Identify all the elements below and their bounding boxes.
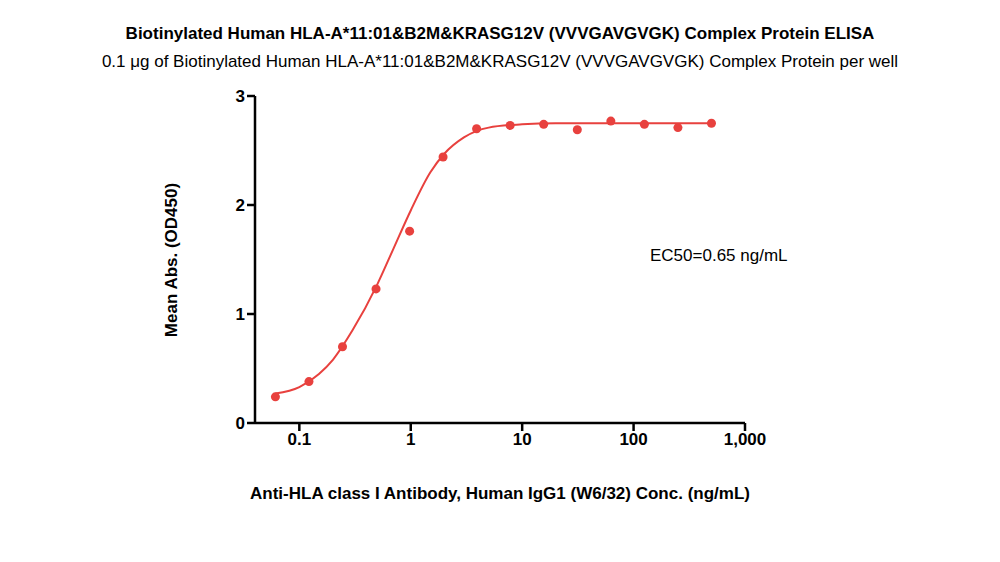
html-text:Biotinylated Human HLA-A*11:01: Biotinylated Human HLA-A*11:01&B2M&KRASG… bbox=[125, 24, 875, 43]
svg-text:10: 10 bbox=[513, 430, 532, 449]
html-text:0.1 μg of Biotinylated Human H: 0.1 μg of Biotinylated Human HLA-A*11:01… bbox=[101, 52, 899, 71]
svg-text:1: 1 bbox=[236, 305, 245, 324]
svg-text:2: 2 bbox=[236, 196, 245, 215]
html-text:EC50=0.65 ng/mL: EC50=0.65 ng/mL bbox=[650, 246, 788, 265]
svg-text:3: 3 bbox=[236, 87, 245, 106]
svg-text:0: 0 bbox=[236, 414, 245, 433]
html-text:Anti-HLA class I Antibody, Hum: Anti-HLA class I Antibody, Human IgG1 (W… bbox=[250, 484, 750, 503]
svg-text:1: 1 bbox=[406, 430, 415, 449]
svg-text:100: 100 bbox=[619, 430, 647, 449]
html-text:Mean Abs. (OD450): Mean Abs. (OD450) bbox=[162, 182, 181, 338]
svg-text:1,000: 1,000 bbox=[724, 430, 767, 449]
svg-text:0.1: 0.1 bbox=[288, 430, 312, 449]
